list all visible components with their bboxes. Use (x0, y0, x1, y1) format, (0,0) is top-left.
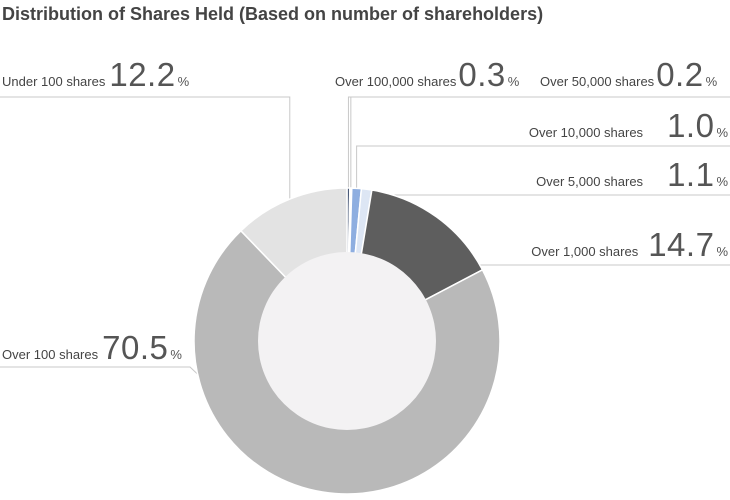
donut-hole (258, 252, 436, 430)
label-under-100: Under 100 shares 12.2 % (2, 56, 190, 93)
value-over-1000: 14.7 (648, 226, 715, 263)
value-over-100000: 0.3 (458, 56, 506, 93)
value-over-5000: 1.1 (667, 156, 715, 193)
chart-title: Distribution of Shares Held (Based on nu… (2, 4, 544, 24)
value-over-50000: 0.2 (656, 56, 704, 93)
leader-over-100000 (347, 96, 540, 189)
leader-over-10000 (356, 145, 730, 189)
label-over-100: Over 100 shares 70.5 % (2, 329, 182, 366)
leader-under-100 (0, 96, 291, 200)
value-over-100: 70.5 (102, 329, 169, 366)
value-under-100: 12.2 (109, 56, 176, 93)
label-over-100000: Over 100,000 shares 0.3 % (335, 56, 520, 93)
leader-over-50000 (350, 96, 730, 189)
label-over-10000: Over 10,000 shares 1.0 % (528, 107, 728, 144)
label-over-50000: Over 50,000 shares 0.2 % (540, 56, 718, 93)
value-over-10000: 1.0 (667, 107, 715, 144)
label-over-5000: Over 5,000 shares 1.1 % (536, 156, 728, 193)
label-over-1000: Over 1,000 shares 14.7 % (531, 226, 728, 263)
